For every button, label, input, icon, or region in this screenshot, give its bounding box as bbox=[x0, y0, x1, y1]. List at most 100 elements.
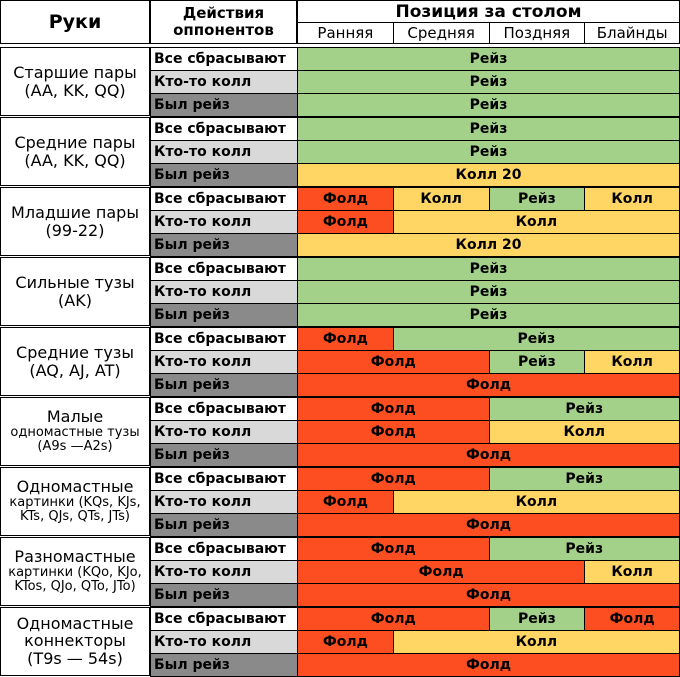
header-actions-line1: Действия bbox=[183, 5, 264, 22]
strategy-cell-fold: Фолд bbox=[297, 630, 394, 654]
strategy-cell-raise: Рейз bbox=[297, 257, 680, 281]
hand-group-line: Средние пары bbox=[14, 134, 135, 152]
hand-group-line: (AQ, AJ, AT) bbox=[29, 362, 120, 380]
opponent-action-cell: Был рейз bbox=[150, 653, 298, 677]
hand-group-line: (99-22) bbox=[46, 222, 105, 240]
opponent-action-cell: Был рейз bbox=[150, 583, 298, 607]
header-actions-line2: оппонентов bbox=[173, 22, 274, 39]
strategy-cell-raise: Рейз bbox=[297, 303, 680, 327]
opponent-action-cell: Кто-то колл bbox=[150, 210, 298, 234]
hand-group-line: (T9s — 54s) bbox=[27, 650, 123, 668]
strategy-cell-raise: Рейз bbox=[489, 187, 586, 211]
strategy-cell-fold: Фолд bbox=[297, 467, 490, 491]
hand-group-line: KTos, QJo, QTo, JTo) bbox=[14, 580, 135, 595]
strategy-cell-call: Колл bbox=[584, 350, 680, 374]
strategy-cell-call: Колл 20 bbox=[297, 163, 680, 187]
header-actions-label: Действия оппонентов bbox=[150, 0, 297, 44]
strategy-cell-fold: Фолд bbox=[584, 607, 680, 631]
hand-group-label: Старшие пары(AA, KK, QQ) bbox=[0, 47, 150, 116]
opponent-action-cell: Кто-то колл bbox=[150, 490, 298, 514]
header-position-label: Позиция за столом bbox=[297, 0, 680, 23]
opponent-action-cell: Был рейз bbox=[150, 163, 298, 187]
strategy-cell-fold: Фолд bbox=[297, 187, 394, 211]
opponent-action-cell: Все сбрасывают bbox=[150, 117, 298, 141]
strategy-cell-raise: Рейз bbox=[489, 467, 680, 491]
header-position-2: Средняя bbox=[393, 22, 490, 44]
opponent-action-cell: Все сбрасывают bbox=[150, 607, 298, 631]
strategy-cell-fold: Фолд bbox=[297, 350, 490, 374]
hand-group-label: Сильные тузы(AK) bbox=[0, 257, 150, 326]
hand-group-line: Сильные тузы bbox=[15, 274, 134, 292]
hand-group-line: (AA, KK, QQ) bbox=[24, 82, 125, 100]
strategy-cell-raise: Рейз bbox=[489, 397, 680, 421]
hand-group-line: одномастные тузы bbox=[10, 426, 139, 440]
strategy-cell-call: Колл bbox=[393, 187, 490, 211]
hand-group-line: KTs, QJs, QTs, JTs) bbox=[20, 510, 130, 525]
hand-group-line: коннекторы bbox=[24, 632, 126, 650]
hand-group-line: Малые bbox=[47, 408, 103, 426]
opponent-action-cell: Был рейз bbox=[150, 513, 298, 537]
strategy-cell-call: Колл bbox=[393, 490, 680, 514]
opponent-action-cell: Все сбрасывают bbox=[150, 257, 298, 281]
opponent-action-cell: Кто-то колл bbox=[150, 350, 298, 374]
strategy-cell-fold: Фолд bbox=[297, 560, 585, 584]
hand-group-line: Одномастные bbox=[17, 615, 134, 633]
hand-group-line: (AA, KK, QQ) bbox=[24, 152, 125, 170]
strategy-cell-fold: Фолд bbox=[297, 210, 394, 234]
opponent-action-cell: Кто-то колл bbox=[150, 70, 298, 94]
hand-group-label: Средние тузы(AQ, AJ, AT) bbox=[0, 327, 150, 396]
header-position-1: Ранняя bbox=[297, 22, 394, 44]
strategy-cell-raise: Рейз bbox=[297, 47, 680, 71]
opponent-action-cell: Все сбрасывают bbox=[150, 327, 298, 351]
opponent-action-cell: Кто-то колл bbox=[150, 630, 298, 654]
strategy-cell-raise: Рейз bbox=[393, 327, 680, 351]
strategy-cell-fold: Фолд bbox=[297, 490, 394, 514]
hand-group-line: картинки (KQs, KJs, bbox=[9, 496, 140, 510]
strategy-cell-fold: Фолд bbox=[297, 397, 490, 421]
strategy-cell-call: Колл bbox=[393, 210, 680, 234]
opponent-action-cell: Все сбрасывают bbox=[150, 537, 298, 561]
strategy-cell-fold: Фолд bbox=[297, 537, 490, 561]
opponent-action-cell: Все сбрасывают bbox=[150, 397, 298, 421]
opponent-action-cell: Был рейз bbox=[150, 373, 298, 397]
opponent-action-cell: Кто-то колл bbox=[150, 280, 298, 304]
opponent-action-cell: Все сбрасывают bbox=[150, 467, 298, 491]
strategy-cell-call: Колл 20 bbox=[297, 233, 680, 257]
strategy-cell-raise: Рейз bbox=[489, 350, 586, 374]
strategy-cell-fold: Фолд bbox=[297, 443, 680, 467]
strategy-cell-call: Колл bbox=[393, 630, 680, 654]
strategy-cell-fold: Фолд bbox=[297, 607, 490, 631]
opponent-action-cell: Кто-то колл bbox=[150, 560, 298, 584]
strategy-cell-fold: Фолд bbox=[297, 327, 394, 351]
opponent-action-cell: Кто-то колл bbox=[150, 420, 298, 444]
opponent-action-cell: Был рейз bbox=[150, 443, 298, 467]
header-hands-label: Руки bbox=[0, 0, 150, 44]
strategy-cell-raise: Рейз bbox=[297, 140, 680, 164]
opponent-action-cell: Все сбрасывают bbox=[150, 47, 298, 71]
strategy-cell-fold: Фолд bbox=[297, 420, 490, 444]
opponent-action-cell: Был рейз bbox=[150, 303, 298, 327]
strategy-cell-raise: Рейз bbox=[489, 607, 586, 631]
strategy-cell-call: Колл bbox=[584, 560, 680, 584]
strategy-cell-raise: Рейз bbox=[297, 70, 680, 94]
strategy-cell-call: Колл bbox=[489, 420, 680, 444]
opponent-action-cell: Был рейз bbox=[150, 233, 298, 257]
hand-group-line: (A9s —A2s) bbox=[37, 440, 112, 455]
strategy-cell-raise: Рейз bbox=[297, 117, 680, 141]
strategy-cell-call: Колл bbox=[584, 187, 680, 211]
strategy-cell-raise: Рейз bbox=[297, 93, 680, 117]
hand-group-line: Старшие пары bbox=[13, 64, 136, 82]
opponent-action-cell: Был рейз bbox=[150, 93, 298, 117]
strategy-cell-raise: Рейз bbox=[489, 537, 680, 561]
opponent-action-cell: Кто-то колл bbox=[150, 140, 298, 164]
strategy-cell-fold: Фолд bbox=[297, 653, 680, 677]
opponent-action-cell: Все сбрасывают bbox=[150, 187, 298, 211]
hand-group-label: Младшие пары(99-22) bbox=[0, 187, 150, 256]
strategy-cell-fold: Фолд bbox=[297, 583, 680, 607]
hand-group-line: (AK) bbox=[58, 292, 92, 310]
